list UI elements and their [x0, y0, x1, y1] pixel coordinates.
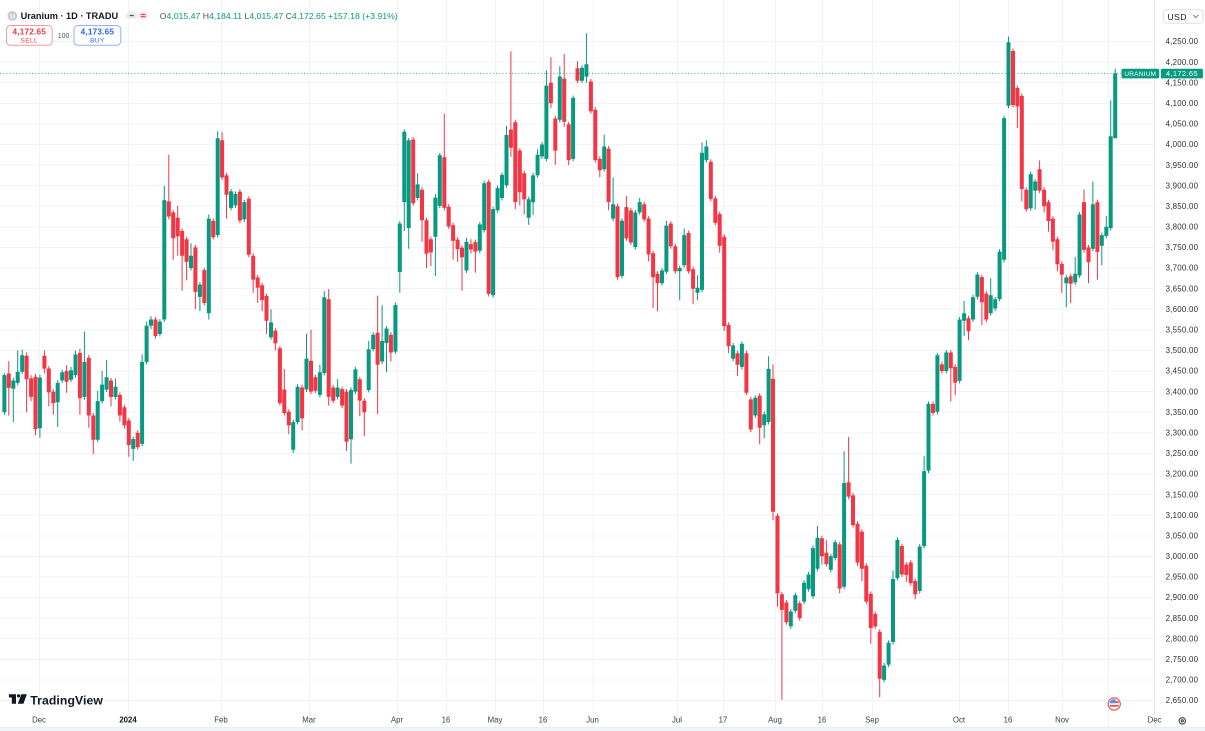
svg-text:3,850.00: 3,850.00 [1166, 202, 1199, 211]
svg-text:USD: USD [1168, 12, 1187, 22]
svg-text:4,172.65: 4,172.65 [13, 27, 47, 36]
svg-text:Feb: Feb [214, 716, 228, 725]
svg-text:3,950.00: 3,950.00 [1166, 161, 1199, 170]
svg-text:May: May [488, 716, 503, 725]
svg-text:Aug: Aug [768, 716, 782, 725]
svg-text:3,400.00: 3,400.00 [1166, 387, 1199, 396]
svg-text:4,100.00: 4,100.00 [1166, 99, 1199, 108]
svg-text:4,172.65: 4,172.65 [1166, 69, 1198, 78]
svg-text:4,173.65: 4,173.65 [81, 27, 115, 36]
svg-text:3,750.00: 3,750.00 [1166, 243, 1199, 252]
svg-text:2024: 2024 [119, 716, 137, 725]
svg-text:2,650.00: 2,650.00 [1166, 696, 1199, 705]
svg-text:2,850.00: 2,850.00 [1166, 614, 1199, 623]
svg-text:3,650.00: 3,650.00 [1166, 284, 1199, 293]
svg-text:3,100.00: 3,100.00 [1166, 511, 1199, 520]
svg-text:Dec: Dec [1148, 716, 1162, 725]
svg-text:3,250.00: 3,250.00 [1166, 449, 1199, 458]
svg-text:Nov: Nov [1055, 716, 1069, 725]
svg-text:3,700.00: 3,700.00 [1166, 264, 1199, 273]
svg-text:4,250.00: 4,250.00 [1166, 37, 1199, 46]
svg-text:2,950.00: 2,950.00 [1166, 573, 1199, 582]
svg-text:3,200.00: 3,200.00 [1166, 470, 1199, 479]
svg-text:Sep: Sep [865, 716, 880, 725]
svg-text:SELL: SELL [20, 38, 38, 45]
svg-text:3,600.00: 3,600.00 [1166, 305, 1199, 314]
svg-text:U: U [10, 13, 15, 20]
svg-text:16: 16 [442, 716, 451, 725]
svg-text:Oct: Oct [953, 716, 966, 725]
svg-text:2,700.00: 2,700.00 [1166, 676, 1199, 685]
svg-text:O4,015.47 H4,184.11 L4,015.47: O4,015.47 H4,184.11 L4,015.47 C4,172.65 … [160, 11, 398, 21]
svg-text:3,450.00: 3,450.00 [1166, 367, 1199, 376]
svg-text:4,050.00: 4,050.00 [1166, 120, 1199, 129]
svg-text:Jul: Jul [672, 716, 682, 725]
svg-text:4,200.00: 4,200.00 [1166, 58, 1199, 67]
svg-text:17: 17 [719, 716, 728, 725]
svg-text:16: 16 [1004, 716, 1013, 725]
svg-text:2,800.00: 2,800.00 [1166, 634, 1199, 643]
svg-text:3,000.00: 3,000.00 [1166, 552, 1199, 561]
svg-text:Jun: Jun [586, 716, 599, 725]
svg-text:Mar: Mar [302, 716, 316, 725]
svg-text:Uranium · 1D · TRADU: Uranium · 1D · TRADU [21, 11, 119, 21]
svg-text:3,900.00: 3,900.00 [1166, 181, 1199, 190]
svg-text:3,500.00: 3,500.00 [1166, 346, 1199, 355]
svg-text:TradingView: TradingView [30, 693, 103, 707]
svg-text:2,750.00: 2,750.00 [1166, 655, 1199, 664]
svg-text:3,350.00: 3,350.00 [1166, 408, 1199, 417]
svg-text:4,150.00: 4,150.00 [1166, 78, 1199, 87]
svg-text:16: 16 [539, 716, 548, 725]
svg-text:3,800.00: 3,800.00 [1166, 223, 1199, 232]
svg-text:3,050.00: 3,050.00 [1166, 532, 1199, 541]
svg-text:URANIUM: URANIUM [1124, 71, 1156, 78]
svg-text:4,000.00: 4,000.00 [1166, 140, 1199, 149]
svg-text:16: 16 [818, 716, 827, 725]
svg-text:100: 100 [58, 33, 70, 40]
svg-text:3,300.00: 3,300.00 [1166, 429, 1199, 438]
svg-text:BUY: BUY [90, 38, 105, 45]
svg-text:Dec: Dec [32, 716, 46, 725]
svg-text:Apr: Apr [391, 716, 404, 725]
svg-text:3,150.00: 3,150.00 [1166, 490, 1199, 499]
svg-text:3,550.00: 3,550.00 [1166, 326, 1199, 335]
svg-text:2,900.00: 2,900.00 [1166, 593, 1199, 602]
